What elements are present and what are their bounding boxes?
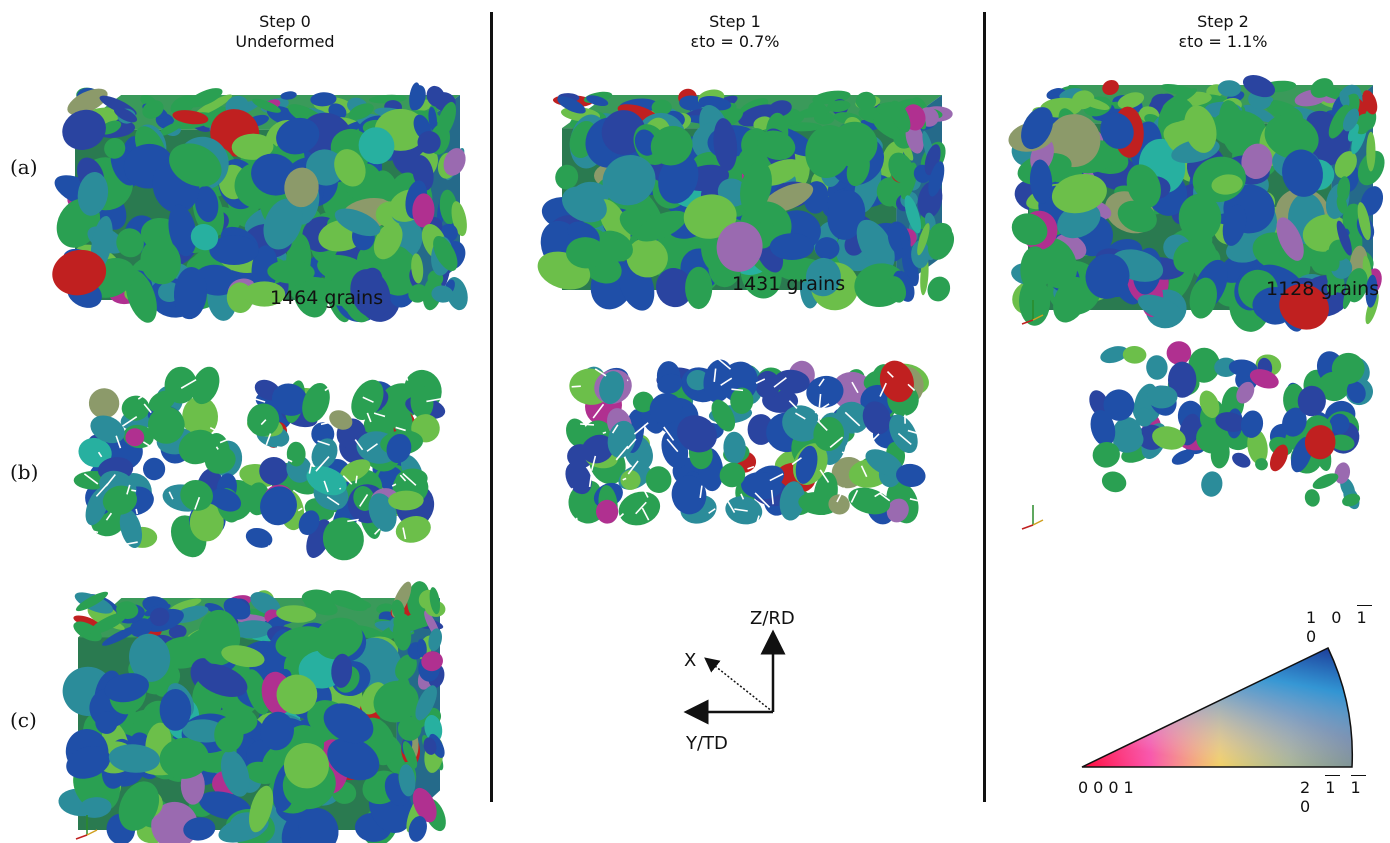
- step-label: Step 2: [1197, 12, 1249, 31]
- column-title-step-2: Step 2 εto = 1.1%: [1093, 12, 1353, 52]
- grain-slice-step-2: [1089, 341, 1373, 510]
- grain-volume-reconstructed: [58, 581, 446, 843]
- mini-axis-triad-icon: [1021, 505, 1044, 530]
- step-subtitle: εto = 0.7%: [690, 32, 780, 51]
- axis-label-y: Y/TD: [686, 733, 728, 754]
- grain-slice-step-1: [555, 355, 929, 529]
- row-label-a: (a): [10, 155, 38, 179]
- grain-count-step-1: 1431 grains: [732, 273, 846, 295]
- grain-volume-step-0: [52, 82, 468, 323]
- mini-axis-triad-icon: [1021, 300, 1044, 325]
- axis-label-x: X: [684, 650, 697, 671]
- mini-axis-triad-icon: [75, 815, 98, 840]
- step-subtitle: Undeformed: [235, 32, 335, 51]
- column-title-step-1: Step 1 εto = 0.7%: [605, 12, 865, 52]
- sample-axes-diagram: [683, 629, 786, 725]
- grain-volume-step-2: [1008, 75, 1385, 332]
- row-label-b: (b): [10, 460, 39, 484]
- ipf-corner-0001: 0001: [1078, 778, 1139, 797]
- column-divider-1: [490, 12, 493, 802]
- grain-count-step-2: 1128 grains: [1266, 278, 1380, 300]
- column-divider-2: [983, 12, 986, 802]
- grain-slice-step-0: [73, 363, 446, 561]
- row-label-c: (c): [10, 708, 37, 732]
- ipf-corner-2110: 2 1 1 0: [1300, 778, 1366, 816]
- column-title-step-0: Step 0 Undeformed: [155, 12, 415, 52]
- step-subtitle: εto = 1.1%: [1178, 32, 1268, 51]
- ipf-corner-1010: 1 0 1 0: [1306, 608, 1372, 646]
- grain-volume-step-1: [537, 88, 955, 311]
- step-label: Step 1: [709, 12, 761, 31]
- axis-label-z: Z/RD: [750, 608, 795, 629]
- step-label: Step 0: [259, 12, 311, 31]
- grain-count-step-0: 1464 grains: [270, 287, 384, 309]
- inverse-pole-figure-triangle: [1081, 646, 1354, 768]
